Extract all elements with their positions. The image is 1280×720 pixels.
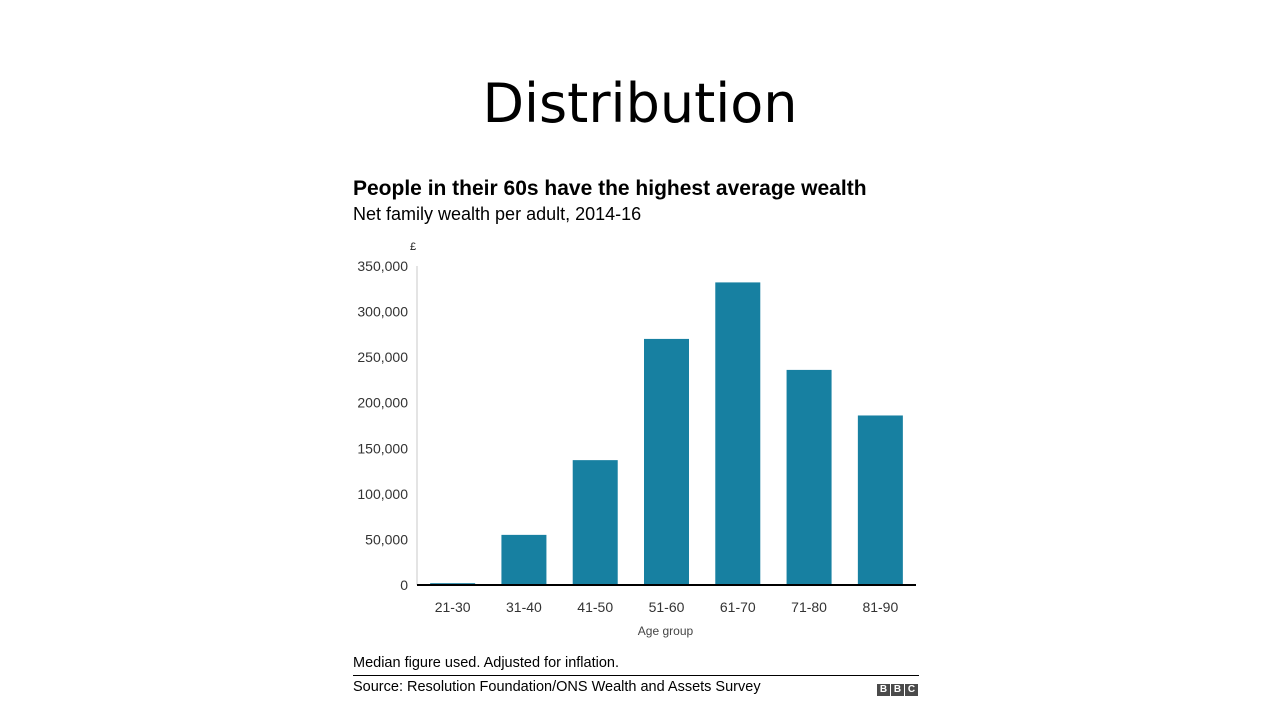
y-tick-label: 300,000 (357, 304, 408, 320)
logo-letter: B (891, 684, 904, 696)
x-tick-label: 61-70 (720, 599, 756, 615)
logo-letter: C (905, 684, 918, 696)
y-tick-label: 50,000 (365, 531, 408, 547)
x-tick-label: 71-80 (791, 599, 827, 615)
x-axis-label: Age group (638, 624, 694, 638)
divider (353, 675, 919, 676)
bar-71-80 (786, 369, 832, 585)
bar-chart: 0 50,000 100,000 150,000 200,000 250,000 300,0… (357, 241, 916, 638)
y-tick-label: 150,000 (357, 440, 408, 456)
chart-subtitle: Net family wealth per adult, 2014-16 (353, 204, 642, 224)
x-tick-label: 81-90 (862, 599, 898, 615)
x-tick-label: 41-50 (577, 599, 613, 615)
bar-41-50 (572, 460, 618, 585)
y-tick-label: 0 (400, 577, 408, 593)
chart-source: Source: Resolution Foundation/ONS Wealth… (353, 679, 761, 695)
chart-footnote: Median figure used. Adjusted for inflati… (353, 655, 619, 671)
chart-title: People in their 60s have the highest ave… (353, 177, 867, 200)
y-tick-label: 100,000 (357, 486, 408, 502)
y-tick-labels: 0 50,000 100,000 150,000 200,000 250,000 300,0… (357, 258, 408, 593)
x-tick-label: 31-40 (506, 599, 542, 615)
y-tick-label: 200,000 (357, 395, 408, 411)
y-tick-label: 350,000 (357, 258, 408, 274)
bar-51-60 (644, 338, 689, 585)
bar-61-70 (715, 282, 761, 585)
bar-31-40 (501, 534, 547, 585)
slide-title: Distribution (482, 72, 798, 135)
logo-letter: B (877, 684, 890, 696)
bars (430, 282, 903, 585)
x-tick-labels: 21-30 31-40 41-50 51-60 61-70 71-80 81-90 (435, 599, 899, 615)
bbc-logo: B B C (877, 684, 918, 696)
x-tick-label: 51-60 (649, 599, 685, 615)
x-tick-label: 21-30 (435, 599, 471, 615)
y-axis-unit-label: £ (410, 241, 416, 253)
y-tick-label: 250,000 (357, 349, 408, 365)
bar-81-90 (857, 415, 903, 585)
